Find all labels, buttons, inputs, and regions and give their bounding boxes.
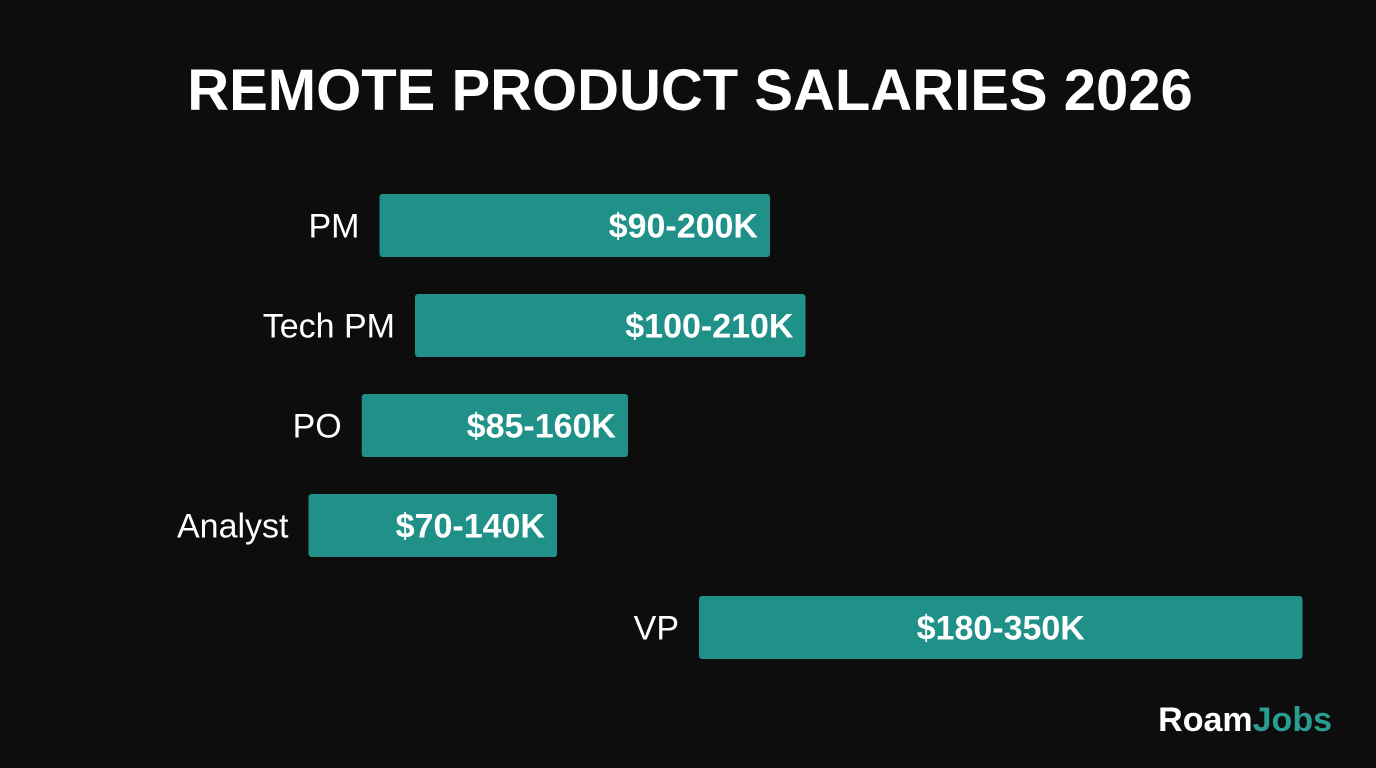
bar-analyst <box>308 494 557 557</box>
value-label: $90-200K <box>609 208 759 246</box>
value-label: $85-160K <box>467 408 617 446</box>
category-label: Analyst <box>177 508 289 546</box>
category-label: VP <box>634 610 679 648</box>
value-label: $100-210K <box>625 308 794 346</box>
value-label: $180-350K <box>917 610 1086 648</box>
bar-po <box>361 394 628 457</box>
bar-pm <box>379 194 770 257</box>
category-label: PO <box>293 408 342 446</box>
logo-part1: Roam <box>1158 701 1253 739</box>
chart-title: REMOTE PRODUCT SALARIES 2026 <box>187 58 1193 123</box>
value-label: $70-140K <box>396 508 546 546</box>
bar-vp <box>699 596 1303 659</box>
logo-part2: Jobs <box>1252 701 1332 739</box>
category-label: PM <box>309 208 360 246</box>
roamjobs-logo: RoamJobs <box>1158 701 1332 740</box>
bar-tech-pm <box>415 294 806 357</box>
category-label: Tech PM <box>263 308 395 346</box>
